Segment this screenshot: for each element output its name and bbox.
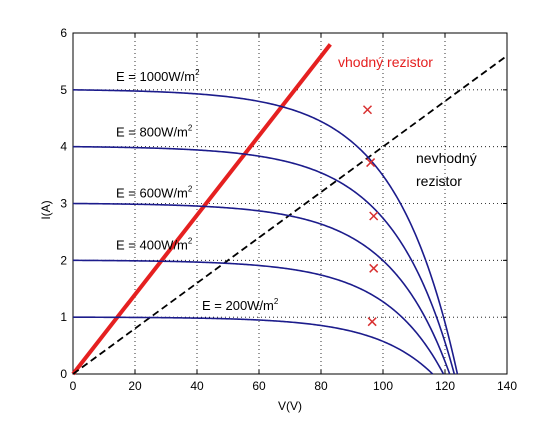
y-axis-title: I(A) xyxy=(39,200,53,219)
y-tick-label: 5 xyxy=(60,83,67,97)
mpp-marker xyxy=(366,158,376,168)
iv-curves xyxy=(72,89,459,375)
x-axis-ticks: 0 20 40 60 80 100 120 140 xyxy=(70,33,517,393)
unsuitable-resistor-label-line2: rezistor xyxy=(416,173,462,189)
x-tick-label: 100 xyxy=(373,379,393,393)
iv-curve-0 xyxy=(72,89,459,375)
curve-label-superscript: 2 xyxy=(188,124,193,133)
mpp-marker xyxy=(369,263,379,273)
iv-curve-4 xyxy=(73,316,434,375)
iv-curve-2 xyxy=(72,202,451,375)
y-axis-ticks: 0 1 2 3 4 5 6 xyxy=(60,26,507,381)
curve-label-text: E = 400W/m xyxy=(116,237,188,252)
resistor-lines: vhodný rezistor nevhodný rezistor xyxy=(71,43,508,376)
y-tick-label: 6 xyxy=(60,26,67,40)
y-tick-label: 4 xyxy=(60,140,67,154)
suitable-resistor-line xyxy=(71,43,332,376)
curve-label-superscript: 2 xyxy=(195,68,200,77)
curve-label-text: E = 200W/m xyxy=(202,298,274,313)
iv-curve-3 xyxy=(72,259,445,375)
curve-label-2: E = 600W/m2 xyxy=(116,185,193,201)
curve-labels: E = 1000W/m2E = 800W/m2E = 600W/m2E = 40… xyxy=(116,68,279,313)
curve-label-text: E = 800W/m xyxy=(116,125,188,140)
curve-label-superscript: 2 xyxy=(188,185,193,194)
x-tick-label: 0 xyxy=(70,379,77,393)
mpp-marker xyxy=(362,105,373,115)
x-tick-label: 60 xyxy=(252,379,266,393)
y-tick-label: 2 xyxy=(60,253,67,267)
x-axis-title: V(V) xyxy=(278,399,302,413)
curve-label-superscript: 2 xyxy=(274,297,279,306)
mpp-marker xyxy=(367,317,377,327)
mpp-marker xyxy=(369,211,379,221)
unsuitable-resistor-label-line1: nevhodný xyxy=(416,150,477,166)
curve-label-superscript: 2 xyxy=(188,236,193,245)
curve-label-3: E = 400W/m2 xyxy=(116,236,193,252)
curve-label-1: E = 800W/m2 xyxy=(116,124,193,140)
iv-curve-1 xyxy=(72,145,456,375)
curve-label-text: E = 600W/m xyxy=(116,186,188,201)
y-tick-label: 0 xyxy=(60,367,67,381)
curve-label-0: E = 1000W/m2 xyxy=(116,68,200,84)
suitable-resistor-label: vhodný rezistor xyxy=(338,54,433,70)
x-tick-label: 40 xyxy=(190,379,204,393)
unsuitable-resistor-line xyxy=(72,55,508,375)
x-tick-label: 20 xyxy=(128,379,142,393)
curve-label-4: E = 200W/m2 xyxy=(202,297,279,313)
y-tick-label: 1 xyxy=(60,310,67,324)
x-tick-label: 140 xyxy=(497,379,517,393)
mpp-markers xyxy=(362,105,379,327)
x-tick-label: 80 xyxy=(314,379,328,393)
x-tick-label: 120 xyxy=(435,379,455,393)
y-tick-label: 3 xyxy=(60,197,67,211)
curve-label-text: E = 1000W/m xyxy=(116,69,195,84)
